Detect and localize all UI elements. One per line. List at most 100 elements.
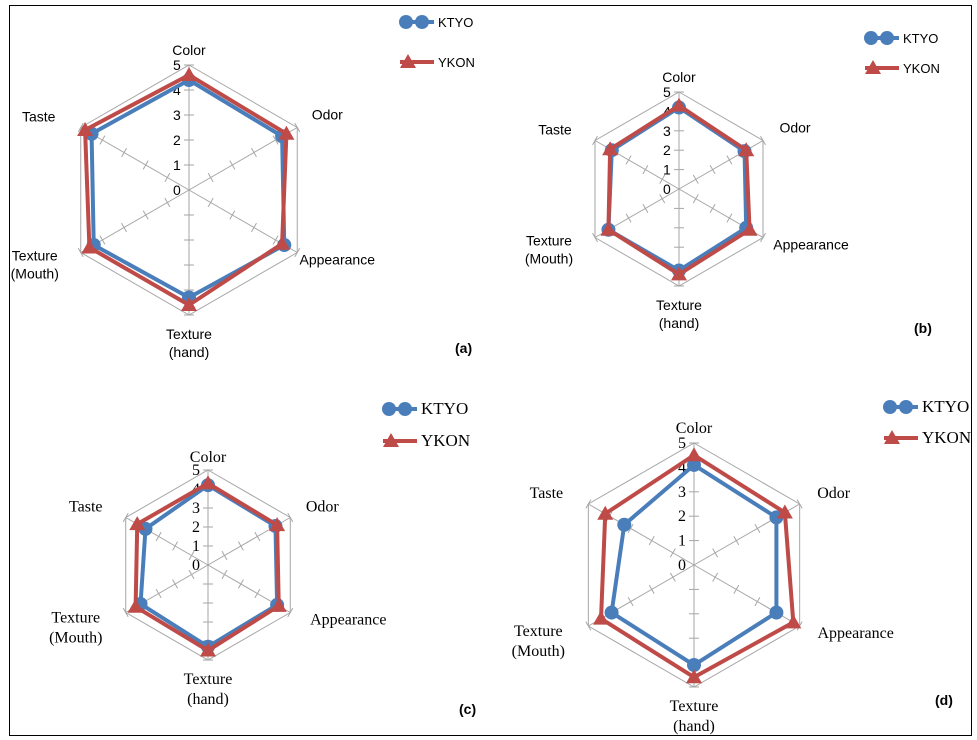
category-label-line: Color: [190, 449, 227, 466]
radar-tick-mark: [760, 232, 766, 243]
legend-marker-circle: [399, 15, 413, 29]
data-point-ykon: [741, 221, 758, 236]
data-point-ykon: [593, 610, 610, 625]
radar-tick-mark: [229, 210, 236, 220]
legend-label: KTYO: [903, 31, 938, 46]
category-label-line: Color: [676, 420, 713, 437]
radar-tick-mark: [585, 499, 592, 509]
radar-tick-label: 5: [678, 435, 686, 452]
radar-tick-mark: [692, 194, 699, 204]
category-label-line: Texture: [166, 326, 212, 342]
panel-label: (d): [935, 692, 953, 708]
data-point-ykon: [785, 614, 802, 629]
category-label-line: Texture: [514, 623, 563, 640]
legend-item-ykon: YKON: [884, 428, 971, 447]
radar-tick-mark: [592, 232, 598, 243]
category-label-line: Texture: [12, 248, 58, 264]
data-point-ykon: [602, 141, 619, 156]
radar-tick-mark: [237, 579, 244, 589]
category-label: Odor: [817, 485, 851, 502]
category-label-line: Taste: [22, 109, 56, 125]
radar-tick-label: 0: [663, 181, 671, 197]
radar-tick-mark: [709, 165, 716, 175]
data-point-ykon: [278, 125, 295, 140]
data-point-ykon: [181, 67, 197, 81]
radar-tick-mark: [796, 499, 803, 509]
legend-marker-circle: [883, 400, 897, 414]
radar-tick-mark: [221, 550, 228, 561]
radar-tick-mark: [733, 584, 740, 594]
category-label: Taste: [538, 122, 572, 138]
legend-label: YKON: [438, 55, 475, 70]
radar-tick-mark: [77, 247, 84, 258]
category-label-line: Texture: [526, 233, 572, 249]
category-label: Odor: [779, 120, 810, 136]
panel-label: (b): [914, 320, 932, 336]
radar-tick-mark: [287, 512, 294, 523]
radar-tick-mark: [272, 135, 279, 145]
category-label-line: Color: [172, 42, 206, 58]
radar-tick-mark: [142, 160, 149, 170]
category-label: Texture (Mouth): [512, 623, 565, 660]
category-label-line: Color: [662, 69, 696, 85]
legend-item-ykon: YKON: [383, 431, 470, 450]
radar-tick-mark: [627, 597, 634, 607]
radar-tick-mark: [155, 531, 162, 542]
data-point-ykon: [671, 97, 687, 112]
category-label-line: Taste: [538, 122, 572, 138]
category-label-line: (hand): [187, 691, 229, 708]
data-point-ykon: [686, 447, 702, 462]
radar-tick-label: 3: [663, 123, 671, 139]
data-point-ykon: [776, 504, 793, 519]
series-line-ykon: [83, 73, 289, 307]
category-label-line: Odor: [779, 120, 810, 136]
legend-label: KTYO: [922, 397, 969, 416]
legend-label: YKON: [421, 431, 470, 450]
category-label-line: (hand): [659, 315, 699, 331]
category-label-line: Appearance: [773, 237, 849, 253]
category-label: Appearance: [310, 612, 386, 629]
category-label: Color: [676, 420, 713, 437]
category-label: Texture (hand): [166, 326, 212, 360]
legend-marker-circle: [382, 402, 396, 416]
category-label-line: (hand): [673, 718, 715, 735]
figure-frame: [9, 5, 972, 736]
radar-tick-mark: [692, 174, 699, 184]
category-label: Taste: [22, 109, 56, 125]
data-point-ktyo: [604, 605, 619, 620]
category-label-line: Odor: [312, 107, 343, 123]
radar-tick-label: 1: [663, 162, 671, 178]
radar-tick-mark: [294, 247, 301, 258]
radar-tick-mark: [726, 213, 733, 223]
category-label-line: Texture: [670, 698, 719, 715]
radar-tick-mark: [237, 541, 244, 551]
radar-tick-mark: [188, 550, 195, 561]
category-label: Appearance: [299, 252, 375, 268]
data-point-ykon: [200, 642, 216, 657]
category-label-line: (Mouth): [525, 251, 573, 267]
category-label-line: Appearance: [310, 612, 386, 629]
legend-item-ykon: YKON: [400, 54, 475, 70]
data-point-ykon: [127, 598, 144, 613]
radar-tick-mark: [254, 531, 261, 542]
category-label: Color: [172, 42, 206, 58]
legend-marker-circle: [880, 31, 894, 45]
radar-tick-label: 3: [678, 484, 686, 501]
data-point-ykon: [686, 669, 702, 684]
legend-item-ktyo: KTYO: [883, 397, 969, 416]
category-label-line: Texture: [184, 671, 233, 688]
category-label: Color: [190, 449, 227, 466]
category-label: Color: [662, 69, 696, 85]
category-label: Taste: [530, 485, 564, 502]
radar-tick-mark: [99, 235, 106, 245]
legend-label: YKON: [903, 61, 940, 76]
radar-tick-mark: [251, 147, 257, 158]
legend-marker-triangle: [400, 54, 416, 68]
radar-spoke: [693, 564, 800, 627]
legend-item-ktyo: KTYO: [399, 15, 473, 30]
radar-tick-mark: [760, 135, 766, 146]
